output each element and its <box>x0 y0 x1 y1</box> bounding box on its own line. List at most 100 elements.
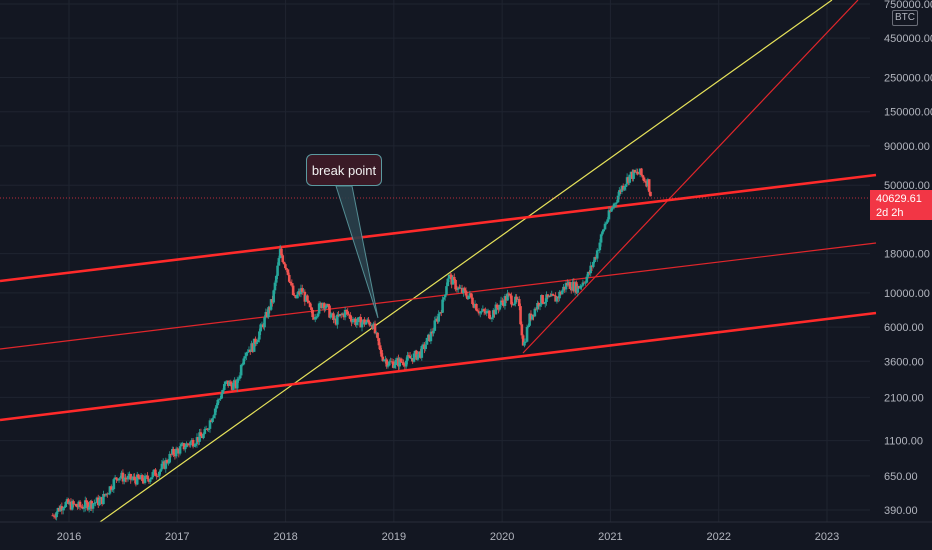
candle-body <box>70 501 74 510</box>
candle-body <box>222 384 226 390</box>
candle-body <box>133 476 136 480</box>
candle-body <box>164 460 168 469</box>
candle-body <box>167 462 170 464</box>
candle-body <box>601 231 604 235</box>
candle-body <box>86 502 90 510</box>
candle-body <box>245 352 248 357</box>
y-tick-label: 650.00 <box>884 471 918 483</box>
candle-body <box>373 323 377 334</box>
candle-body <box>316 313 320 317</box>
candle-body <box>624 184 628 187</box>
candle-body <box>273 282 277 291</box>
candle-body <box>603 223 607 230</box>
candle-body <box>519 306 522 325</box>
candle-body <box>593 257 596 262</box>
y-tick-label: 3600.00 <box>884 356 924 368</box>
candle-body <box>610 208 613 212</box>
candle-body <box>586 271 590 277</box>
candle-body <box>404 360 408 367</box>
candle-body <box>633 170 637 173</box>
candle-body <box>64 502 68 508</box>
candle-body <box>475 304 478 311</box>
candle-body <box>605 222 608 224</box>
candle-body <box>317 303 321 314</box>
candle-body <box>469 293 473 298</box>
candle-body <box>364 322 368 325</box>
candle-body <box>182 443 186 450</box>
candle-body <box>599 234 603 243</box>
candle-body <box>407 355 411 357</box>
y-tick-label: 250000.00 <box>884 73 932 85</box>
candle-body <box>286 269 290 275</box>
candle-body <box>607 210 611 220</box>
break-point-callout[interactable]: break point <box>306 154 382 186</box>
candle-body <box>194 444 197 446</box>
candle-body <box>424 344 427 349</box>
trend-lines <box>0 0 877 523</box>
candle-body <box>478 311 482 314</box>
candle-body <box>454 279 457 290</box>
candle-body <box>349 314 352 320</box>
candle-body <box>109 486 113 490</box>
candle-body <box>642 177 646 182</box>
candle-body <box>628 174 632 183</box>
candle-body <box>246 352 249 353</box>
candle-body <box>530 314 534 320</box>
candle-body <box>367 319 370 323</box>
candle-body <box>255 342 259 344</box>
candle-body <box>451 276 455 285</box>
candle-body <box>102 494 105 505</box>
candle-body <box>615 202 619 204</box>
candle-body <box>510 295 513 305</box>
candle-body <box>380 349 383 357</box>
candle-body <box>641 175 644 178</box>
candle-body <box>338 314 342 317</box>
candle-body <box>521 335 525 346</box>
candle-body <box>595 250 599 259</box>
candle-body <box>542 303 546 304</box>
candle-body <box>189 441 192 446</box>
candle-body <box>441 299 444 313</box>
candle-body <box>74 504 78 507</box>
candle-body <box>649 191 652 197</box>
candle-body <box>81 506 84 509</box>
candle-body <box>388 361 391 366</box>
candle-body <box>165 460 169 464</box>
x-tick-label: 2018 <box>273 531 297 543</box>
candle-body <box>263 317 266 328</box>
candle-body <box>385 359 389 367</box>
candle-body <box>198 432 201 442</box>
candle-body <box>579 286 582 289</box>
candle-body <box>368 322 372 326</box>
candle-body <box>495 304 499 308</box>
candle-body <box>111 489 114 490</box>
candle-body <box>606 219 609 223</box>
candle-body <box>515 296 518 300</box>
candle-body <box>517 299 521 307</box>
candle-body <box>458 287 461 289</box>
candle-body <box>220 393 223 399</box>
x-axis: 2016 2017 2018 2019 2020 2021 2022 2023 <box>0 521 932 543</box>
candle-body <box>443 294 447 298</box>
lower-channel-line <box>0 311 877 422</box>
y-tick-label: 6000.00 <box>884 322 924 334</box>
candle-body <box>471 297 474 304</box>
last-price-tag: 40629.61 2d 2h <box>870 190 932 220</box>
candle-body <box>568 282 572 289</box>
y-axis: 750000.00 450000.00 250000.00 150000.00 9000… <box>884 0 932 517</box>
price-series <box>51 167 652 521</box>
candle-body <box>313 317 317 320</box>
candle-body <box>328 305 331 318</box>
candle-body <box>643 181 647 182</box>
y-tick-label: 18000.00 <box>884 249 930 261</box>
candle-body <box>549 295 552 297</box>
candle-body <box>332 313 335 321</box>
candle-body <box>498 304 502 310</box>
candle-body <box>104 493 108 496</box>
candle-body <box>545 294 548 302</box>
candle-body <box>252 338 256 352</box>
candle-body <box>490 317 494 319</box>
candle-body <box>124 477 127 479</box>
candle-body <box>632 170 635 179</box>
